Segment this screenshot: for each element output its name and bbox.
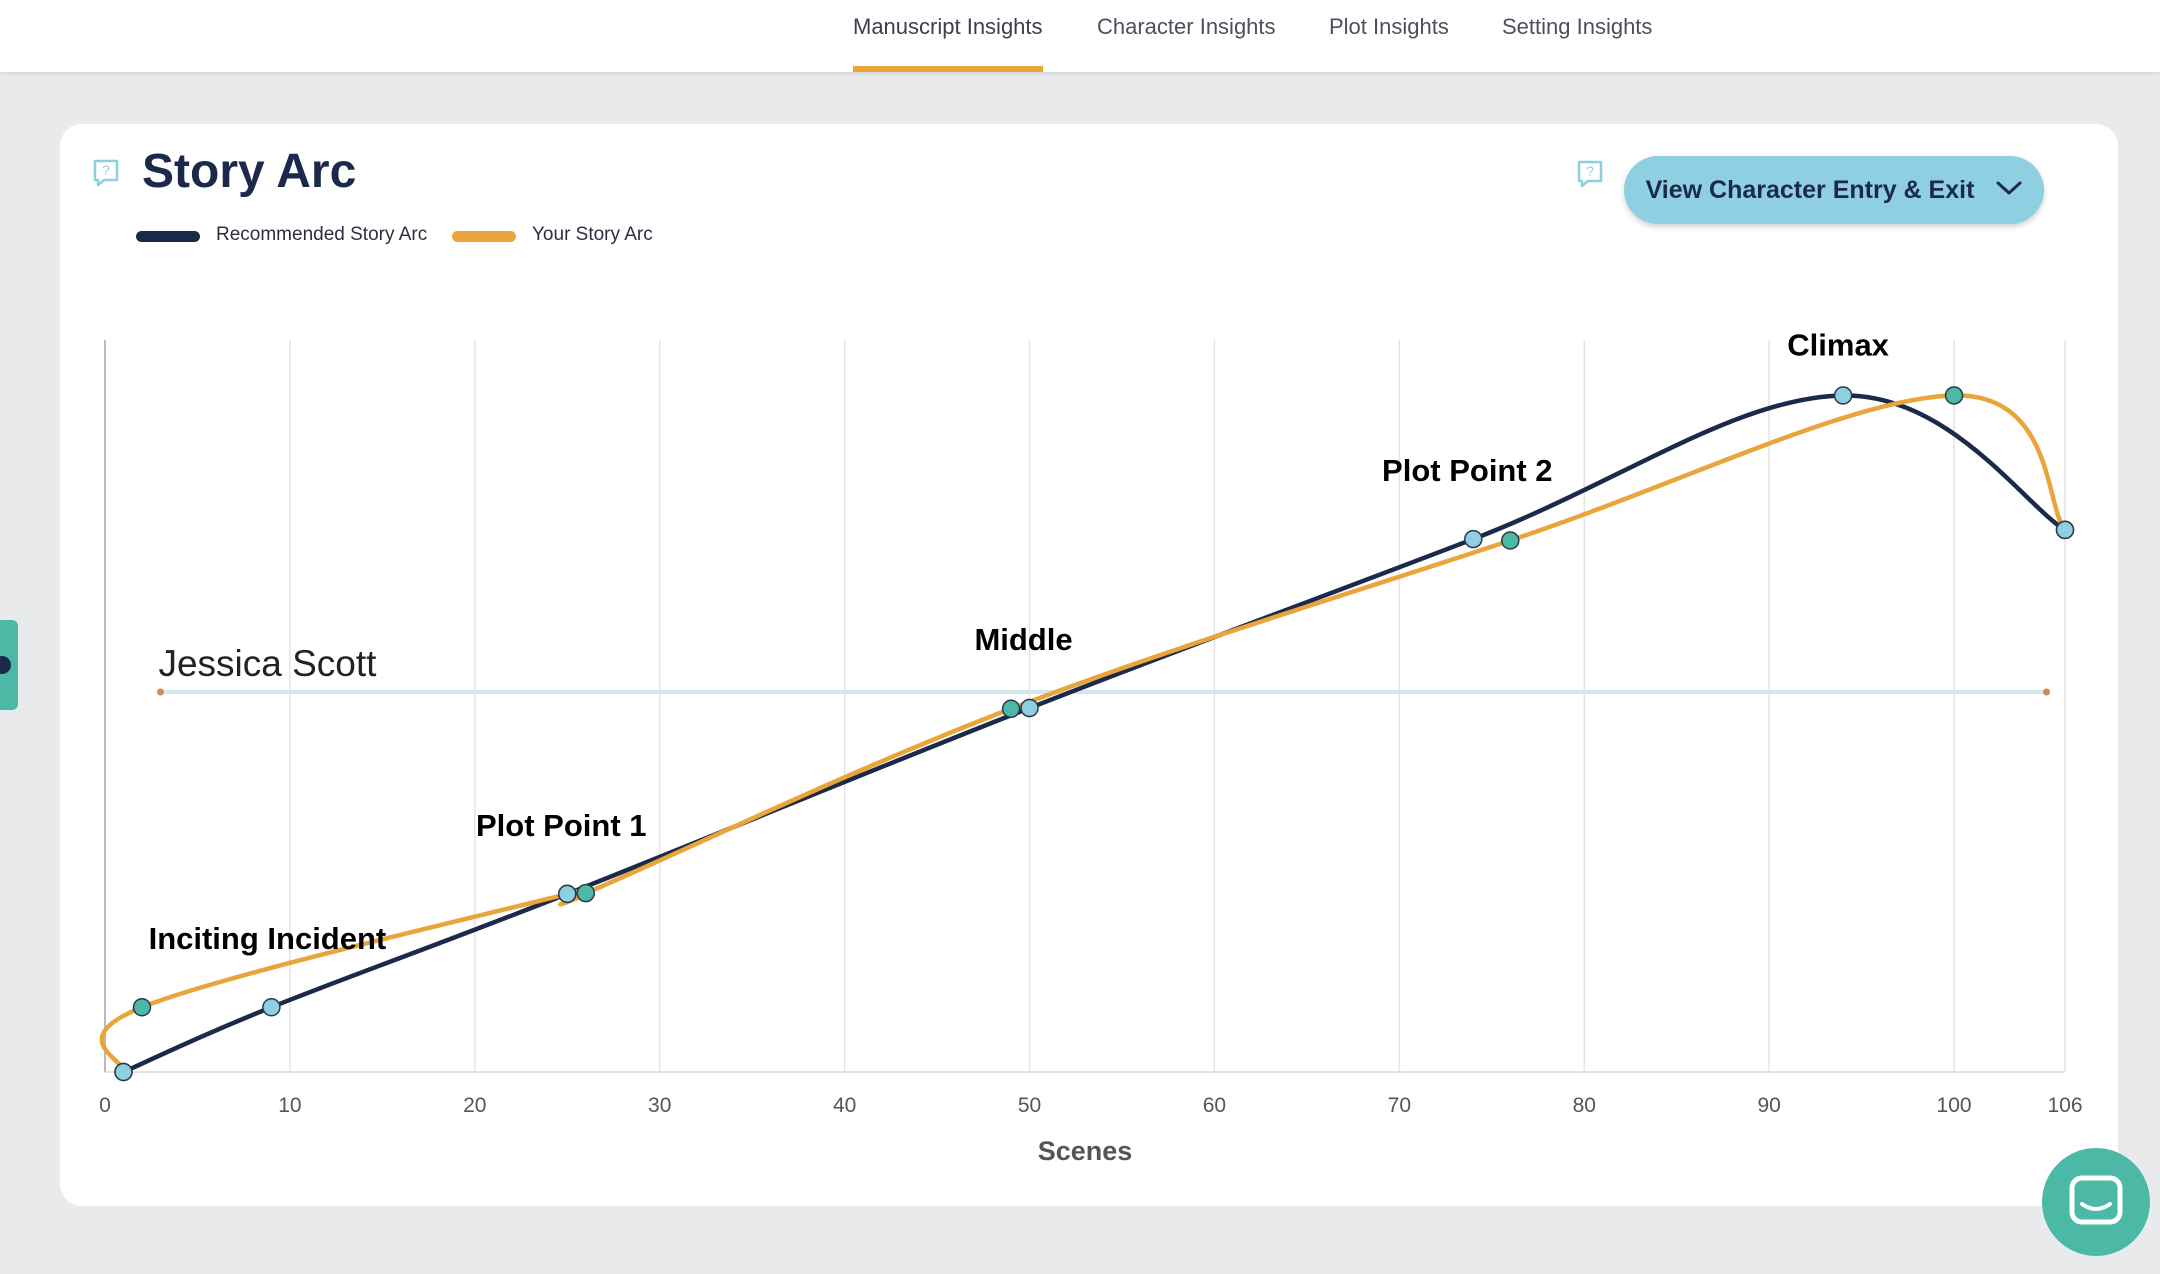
data-point-yours xyxy=(132,997,152,1017)
data-point-recommended xyxy=(262,997,281,1017)
x-tick-label: 30 xyxy=(648,1094,671,1117)
question-bubble-icon[interactable]: ? xyxy=(1576,159,1604,194)
data-point-recommended xyxy=(2055,520,2075,540)
character-entry-dot xyxy=(156,688,164,696)
x-tick-label: 40 xyxy=(833,1094,856,1117)
data-point-yours xyxy=(1944,386,1964,405)
help-tab-icon[interactable] xyxy=(0,620,18,710)
svg-text:?: ? xyxy=(1586,163,1594,179)
card-title: Story Arc xyxy=(142,145,357,198)
tab-plot-insights[interactable]: Plot Insights xyxy=(1329,14,1449,39)
character-exit-dot xyxy=(2043,688,2051,696)
series-points xyxy=(114,386,2075,1082)
question-bubble-icon[interactable]: ? xyxy=(92,158,120,193)
x-tick-label: 80 xyxy=(1573,1094,1596,1117)
x-axis-ticks: 0 10 20 30 40 50 60 70 80 90 100 106 xyxy=(99,1094,2082,1117)
x-tick-label: 10 xyxy=(278,1094,301,1117)
data-point-yours xyxy=(576,883,596,903)
top-navigation: Manuscript Insights Character Insights P… xyxy=(0,0,2160,72)
view-character-entry-exit-button[interactable]: View Character Entry & Exit xyxy=(1624,156,2044,224)
tab-character-insights[interactable]: Character Insights xyxy=(1097,14,1276,39)
chart-annotations: Inciting Incident Plot Point 1 Middle Plot … xyxy=(149,327,1890,956)
data-point-yours xyxy=(1001,699,1021,718)
x-tick-label: 106 xyxy=(2047,1094,2082,1117)
tab-setting-insights[interactable]: Setting Insights xyxy=(1502,14,1653,39)
character-bars: Jessica Scott xyxy=(156,643,2051,696)
x-tick-label: 70 xyxy=(1388,1094,1411,1117)
annotation-label: Climax xyxy=(1787,327,1889,362)
legend-swatch-yours xyxy=(452,231,516,242)
data-point-recommended xyxy=(558,884,577,904)
x-tick-label: 0 xyxy=(99,1094,111,1117)
data-point-yours xyxy=(1501,531,1520,550)
annotation-label: Inciting Incident xyxy=(149,921,387,956)
legend-label-yours: Your Story Arc xyxy=(532,224,653,245)
character-name: Jessica Scott xyxy=(158,643,377,684)
series-line-recommended xyxy=(121,393,2068,1075)
x-tick-label: 100 xyxy=(1937,1094,1972,1117)
legend-label-recommended: Recommended Story Arc xyxy=(216,224,428,245)
chevron-down-icon xyxy=(1996,180,2022,201)
entry-button-label: View Character Entry & Exit xyxy=(1645,175,1975,204)
story-arc-card xyxy=(60,124,2118,1206)
legend-swatch-recommended xyxy=(136,231,200,242)
x-tick-label: 60 xyxy=(1203,1094,1226,1117)
x-tick-label: 90 xyxy=(1757,1094,1780,1117)
annotation-label: Plot Point 2 xyxy=(1382,453,1553,488)
series-line-yours xyxy=(99,393,2068,1075)
series-lines xyxy=(99,393,2068,1075)
data-point-recommended xyxy=(1464,529,1483,549)
chart-grid xyxy=(104,340,2066,1073)
annotation-label: Middle xyxy=(974,622,1072,657)
x-axis-title: Scenes xyxy=(1038,1136,1133,1166)
x-tick-label: 50 xyxy=(1018,1094,1041,1117)
x-tick-label: 20 xyxy=(463,1094,486,1117)
data-point-recommended xyxy=(1020,698,1039,718)
tab-manuscript-insights[interactable]: Manuscript Insights xyxy=(853,14,1043,72)
data-point-recommended xyxy=(1833,386,1853,405)
annotation-label: Plot Point 1 xyxy=(476,808,647,843)
svg-text:?: ? xyxy=(102,162,110,178)
chat-bubble-icon[interactable] xyxy=(2042,1148,2150,1256)
data-point-recommended xyxy=(114,1062,133,1082)
